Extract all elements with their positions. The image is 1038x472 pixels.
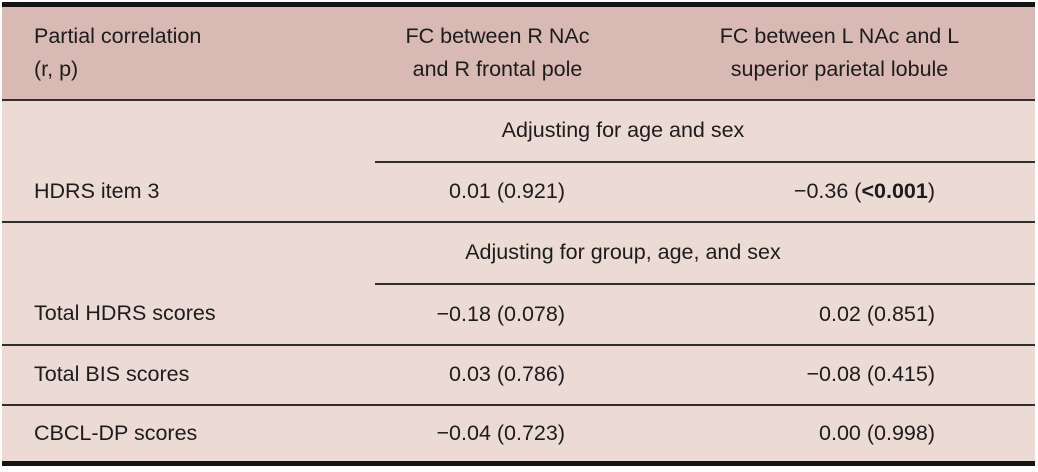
row-label: Total HDRS scores xyxy=(2,284,375,346)
value-suffix: ) xyxy=(927,179,935,204)
spacer-cell xyxy=(2,222,375,284)
value-l-nac: 0.00 (0.998) xyxy=(819,420,935,445)
value-r-nac: −0.04 (0.723) xyxy=(436,420,566,445)
value-r-nac: 0.03 (0.786) xyxy=(375,345,662,406)
row-label: Total BIS scores xyxy=(2,345,375,406)
row-label: HDRS item 3 xyxy=(2,162,375,223)
subheader-adjusting-age-sex: Adjusting for age and sex xyxy=(375,100,1035,163)
spacer-cell xyxy=(2,100,375,162)
value-prefix: −0.36 ( xyxy=(793,179,862,204)
subheader-adjusting-group-age-sex: Adjusting for group, age, and sex xyxy=(375,222,1035,285)
subheader-row-group-age-sex: Adjusting for group, age, and sex xyxy=(2,222,1035,285)
table-row-cbcl-dp: CBCL-DP scores −0.04 (0.723) 0.00 (0.998… xyxy=(2,405,1035,464)
header-partial-correlation: Partial correlation (r, p) xyxy=(2,4,375,101)
value-significant-p: <0.001 xyxy=(861,179,928,204)
value-r-nac: −0.18 (0.078) xyxy=(375,284,662,346)
value-l-nac: −0.36 (<0.001) xyxy=(662,162,1035,223)
header-col3-line1: FC between L NAc and L xyxy=(719,23,960,48)
table-header-row: Partial correlation (r, p) FC between R … xyxy=(2,4,1035,101)
row-label: CBCL-DP scores xyxy=(34,420,198,445)
header-col1-line2: (r, p) xyxy=(34,57,79,81)
table-row-total-bis: Total BIS scores 0.03 (0.786) −0.08 (0.4… xyxy=(2,345,1035,406)
value-l-nac: 0.02 (0.851) xyxy=(662,284,1035,346)
table-row-hdrs-item3: HDRS item 3 0.01 (0.921) −0.36 (<0.001) xyxy=(2,162,1035,223)
table-row-total-hdrs: Total HDRS scores −0.18 (0.078) 0.02 (0.… xyxy=(2,284,1035,346)
header-col1-line1: Partial correlation xyxy=(34,23,202,48)
header-col2-line2: and R frontal pole xyxy=(412,57,583,81)
header-fc-r-nac: FC between R NAc and R frontal pole xyxy=(375,4,662,101)
value-r-nac: 0.01 (0.921) xyxy=(375,162,662,223)
subheader-row-age-sex: Adjusting for age and sex xyxy=(2,100,1035,163)
partial-correlation-table: Partial correlation (r, p) FC between R … xyxy=(2,2,1035,466)
header-fc-l-nac: FC between L NAc and L superior parietal… xyxy=(662,4,1035,101)
header-col2-line1: FC between R NAc xyxy=(405,23,590,48)
value-l-nac: −0.08 (0.415) xyxy=(662,345,1035,406)
header-col3-line2: superior parietal lobule xyxy=(730,57,949,81)
